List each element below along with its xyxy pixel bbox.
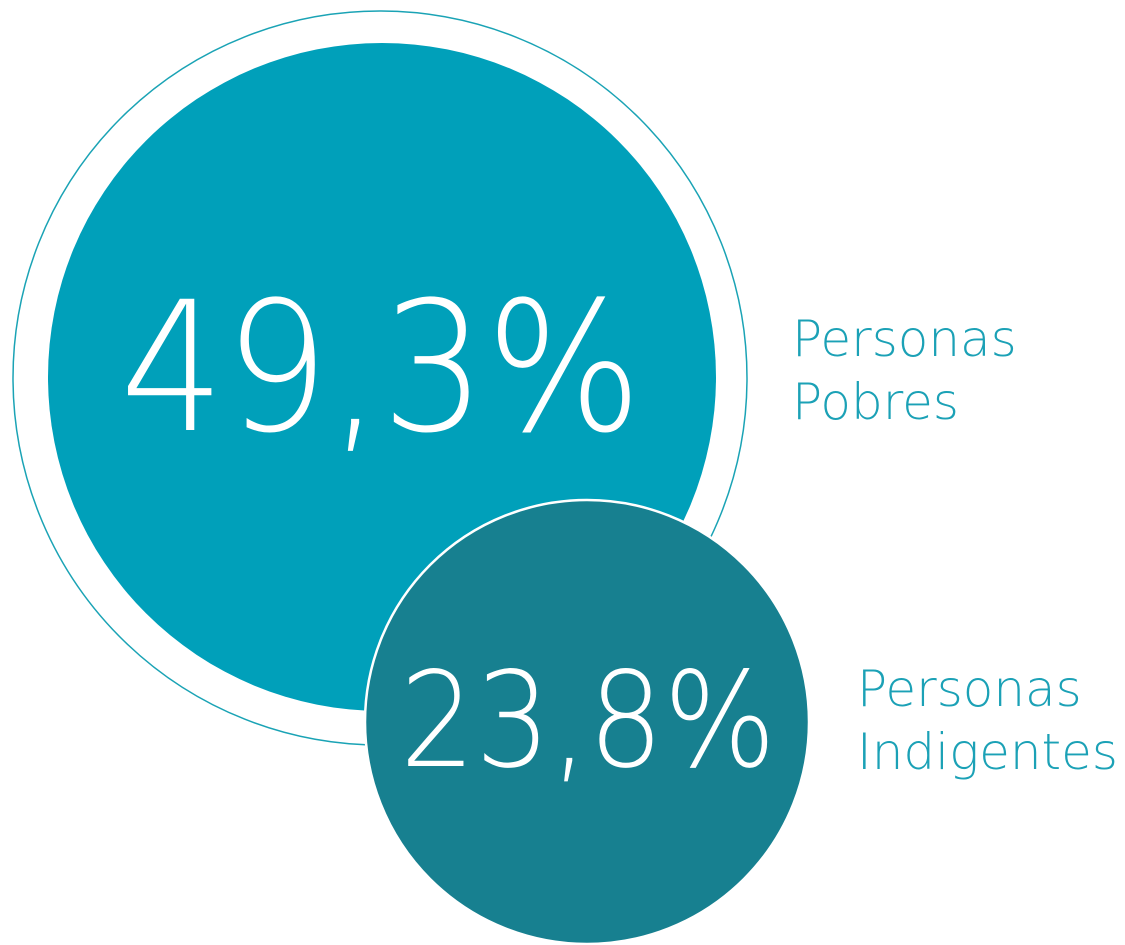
indigent-value: 23,8% [400, 644, 776, 798]
poor-value: 49,3% [120, 264, 642, 473]
indigent-circle [363, 498, 811, 945]
indigent-label-line: Personas [857, 660, 1082, 718]
poor-label-line: Pobres [792, 373, 959, 431]
poor-label-line: Personas [792, 310, 1017, 368]
indigent-label-line: Indigentes [857, 723, 1118, 781]
